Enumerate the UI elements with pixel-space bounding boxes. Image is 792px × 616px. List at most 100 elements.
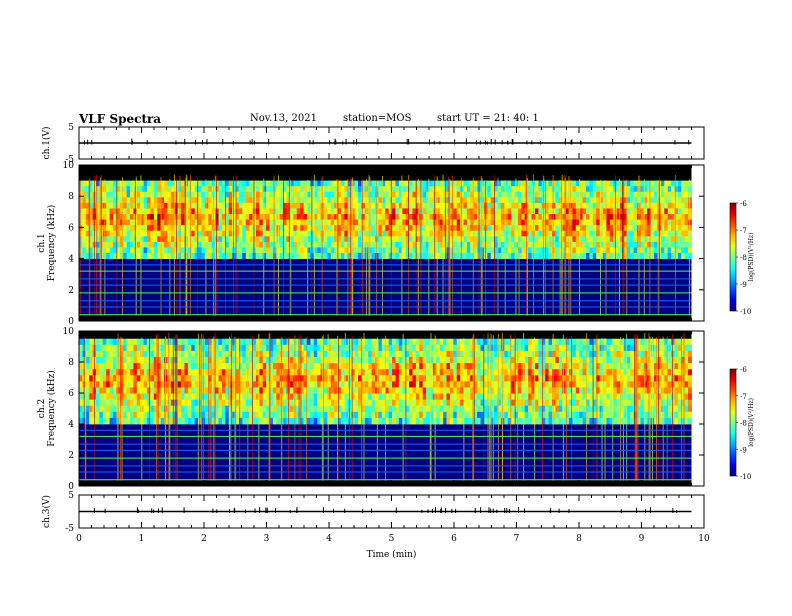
ch2-spectrogram-cell bbox=[137, 418, 141, 424]
ch2-spectrogram-cell bbox=[171, 387, 175, 393]
ch1-spectrogram-cell bbox=[324, 247, 328, 253]
ch2-spectrogram-cell bbox=[225, 400, 229, 406]
ch2-spectrogram-cell bbox=[423, 357, 427, 363]
ch2-spectrogram-cell bbox=[174, 357, 178, 363]
ch2-spectrogram-cell bbox=[219, 369, 223, 375]
ch2-spectrogram-cell bbox=[181, 412, 185, 418]
ch1-spectrogram-cell bbox=[293, 192, 297, 198]
ch1-spectrogram-cell bbox=[229, 186, 233, 192]
ch1-spectrogram-cell bbox=[219, 186, 223, 192]
ch2-spectrogram-cell bbox=[113, 400, 117, 406]
ch1-spectrogram-cell bbox=[610, 225, 614, 231]
ch1-spectrogram-cell bbox=[671, 214, 675, 220]
ch1-spectrogram-cell bbox=[253, 225, 257, 231]
ch2-spectrogram-cell bbox=[440, 412, 444, 418]
ch2-spectrogram-cell bbox=[113, 339, 117, 345]
ch2-spectrogram-cell bbox=[188, 363, 192, 369]
ch2-spectrogram-cell bbox=[528, 369, 532, 375]
ch2-spectrogram-cell bbox=[518, 369, 522, 375]
ch1-spectrogram-cell bbox=[460, 197, 464, 203]
ch2-spectrogram-cell bbox=[178, 387, 182, 393]
ch2-spectrogram-cell bbox=[130, 345, 134, 351]
ch2-spectrogram-cell bbox=[219, 375, 223, 381]
ch1-spectrogram-cell bbox=[280, 225, 284, 231]
ch1-spectrogram-cell bbox=[668, 197, 672, 203]
ch1-spectrogram-cell bbox=[640, 247, 644, 253]
ch1-spectrogram-cell bbox=[671, 242, 675, 248]
ch2-spectrogram-cell bbox=[123, 381, 127, 387]
ch1-spectrogram-cell bbox=[630, 253, 634, 259]
ch2-spectrogram-cell bbox=[460, 375, 464, 381]
ch2-spectrogram-cell bbox=[103, 412, 107, 418]
ch1-spectrogram-cell bbox=[409, 181, 413, 187]
ch2-spectrogram-cell bbox=[368, 418, 372, 424]
ch2-spectrogram-cell bbox=[123, 394, 127, 400]
ch1-spectrogram-cell bbox=[538, 214, 542, 220]
ch1-spectrogram-cell bbox=[528, 186, 532, 192]
ch1-spectrogram-cell bbox=[253, 253, 257, 259]
ch2-spectrogram-cell bbox=[314, 387, 318, 393]
ch1-spectrogram-cell bbox=[256, 214, 260, 220]
ch2-spectrogram-cell bbox=[79, 406, 83, 412]
ch1-spectrogram-cell bbox=[188, 253, 192, 259]
ch2-spectrogram-cell bbox=[99, 406, 103, 412]
ch1-spectrogram-cell bbox=[154, 214, 158, 220]
ch1-spectrogram-cell bbox=[137, 247, 141, 253]
ch1-spectrogram-cell bbox=[273, 231, 277, 237]
ch2-spectrogram-cell bbox=[184, 345, 188, 351]
ch2-spectrogram-cell bbox=[412, 406, 416, 412]
ch1-spectrogram-cell bbox=[113, 197, 117, 203]
ch1-spectrogram-cell bbox=[378, 242, 382, 248]
ch2-spectrogram-cell bbox=[382, 418, 386, 424]
ch1-spectrogram-cell bbox=[293, 231, 297, 237]
ch2-spectrogram-cell bbox=[460, 418, 464, 424]
ch1-spectrogram-cell bbox=[409, 192, 413, 198]
ch1-spectrogram-cell bbox=[549, 220, 553, 226]
ch2-spectrogram-cell bbox=[460, 363, 464, 369]
ch2-spectrogram-cell bbox=[331, 387, 335, 393]
ch2-spectrogram-cell bbox=[89, 339, 93, 345]
ch2-spectrogram-cell bbox=[399, 351, 403, 357]
ch1-spectrogram-cell bbox=[402, 253, 406, 259]
ch2-spectrogram-cell bbox=[324, 381, 328, 387]
ch2-spectrogram-cell bbox=[110, 418, 114, 424]
ch1-spectrogram-cell bbox=[372, 208, 376, 214]
ch2-spectrogram-cell bbox=[161, 369, 165, 375]
ch1-spectrogram-cell bbox=[219, 181, 223, 187]
ch1-spectrogram-cell bbox=[651, 220, 655, 226]
ch2-spectrogram-cell bbox=[242, 357, 246, 363]
ch2-spectrogram-cell bbox=[137, 363, 141, 369]
ch2-spectrogram-cell bbox=[528, 381, 532, 387]
ch1-spectrogram-cell bbox=[688, 197, 692, 203]
ch1-spectrogram-cell bbox=[606, 186, 610, 192]
ch1-spectrogram-cell bbox=[273, 242, 277, 248]
ch1-spectrogram-cell bbox=[181, 220, 185, 226]
ch1-spectrogram-cell bbox=[372, 214, 376, 220]
ch1-spectrogram-cell bbox=[474, 181, 478, 187]
ch2-spectrogram-cell bbox=[392, 412, 396, 418]
ch2-spectrogram-cell bbox=[147, 381, 151, 387]
ch1-spectrogram-cell bbox=[327, 203, 331, 209]
ch1-spectrogram-cell bbox=[685, 236, 689, 242]
ch2-spectrogram-cell bbox=[79, 357, 83, 363]
ch2-spectrogram-cell bbox=[392, 406, 396, 412]
ch1-spectrogram-cell bbox=[123, 225, 127, 231]
ch1-spectrogram-cell bbox=[501, 192, 505, 198]
ch1-spectrogram-cell bbox=[511, 203, 515, 209]
ch1-spectrogram-cell bbox=[426, 214, 430, 220]
ch1-spectrogram-cell bbox=[372, 253, 376, 259]
ch2-spectrogram-cell bbox=[314, 418, 318, 424]
ch1-spectrogram-cell bbox=[246, 236, 250, 242]
ch1-spectrogram-cell bbox=[232, 203, 236, 209]
ch2-spectrogram-cell bbox=[504, 375, 508, 381]
ch1-spectrogram-cell bbox=[620, 236, 624, 242]
ch1-spectrogram-cell bbox=[511, 236, 515, 242]
ch2-spectrogram-cell bbox=[355, 375, 359, 381]
ch2-spectrogram-cell bbox=[103, 418, 107, 424]
ch1-spectrogram-cell bbox=[538, 220, 542, 226]
ch2-spectrogram-cell bbox=[426, 418, 430, 424]
ch1-spectrogram-cell bbox=[154, 186, 158, 192]
ch2-spectrogram-cell bbox=[525, 381, 529, 387]
ch2-spectrogram-cell bbox=[392, 400, 396, 406]
ch2-spectrogram-cell bbox=[171, 345, 175, 351]
